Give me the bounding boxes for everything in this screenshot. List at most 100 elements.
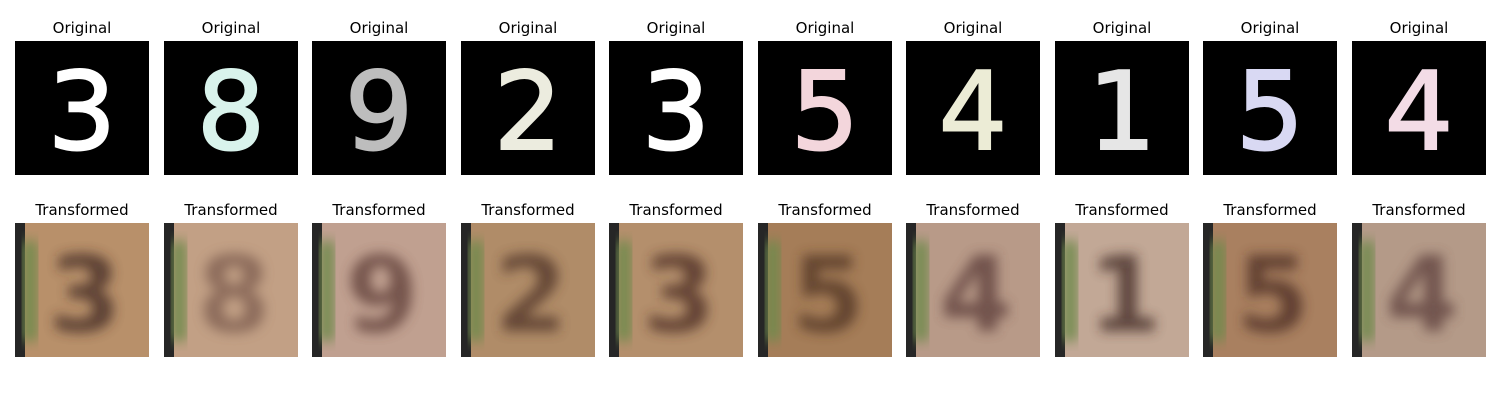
transformed-image-canvas: 8 bbox=[164, 223, 298, 357]
image-background bbox=[15, 223, 149, 357]
blurred-digit-shape: 3 bbox=[49, 234, 121, 356]
transformed-image-canvas: 5 bbox=[758, 223, 892, 357]
image-background bbox=[1055, 41, 1189, 175]
dark-edge-stripe bbox=[758, 223, 768, 357]
transformed-image: 9 bbox=[312, 223, 446, 357]
original-image-canvas: 9 bbox=[312, 41, 446, 175]
blurred-digit-shape: 4 bbox=[940, 234, 1012, 356]
original-image: 8 bbox=[164, 41, 298, 175]
original-row: Original 3 Original 8 Original 9 Original 2 Orig… bbox=[0, 19, 1500, 189]
handwritten-digit-glyph: 5 bbox=[1236, 50, 1305, 175]
image-background bbox=[906, 223, 1040, 357]
image-background bbox=[1203, 223, 1337, 357]
image-background bbox=[164, 223, 298, 357]
green-edge-stripe bbox=[1360, 241, 1374, 341]
transformed-image-canvas: 3 bbox=[15, 223, 149, 357]
blurred-digit-shape: 9 bbox=[346, 234, 418, 356]
transformed-image-canvas: 9 bbox=[312, 223, 446, 357]
original-image-canvas: 3 bbox=[15, 41, 149, 175]
handwritten-digit-glyph: 3 bbox=[48, 50, 117, 175]
image-background bbox=[461, 41, 595, 175]
image-background bbox=[312, 41, 446, 175]
blurred-digit-shape: 1 bbox=[1089, 234, 1161, 356]
handwritten-digit-glyph: 8 bbox=[197, 50, 266, 175]
original-image: 2 bbox=[461, 41, 595, 175]
green-edge-stripe bbox=[469, 241, 483, 341]
original-image-canvas: 5 bbox=[1203, 41, 1337, 175]
transformed-title: Transformed bbox=[35, 201, 129, 219]
dark-edge-stripe bbox=[461, 223, 471, 357]
dark-edge-stripe bbox=[15, 223, 25, 357]
original-title: Original bbox=[646, 19, 706, 37]
transformed-image: 3 bbox=[15, 223, 149, 357]
image-background bbox=[15, 41, 149, 175]
transformed-image: 4 bbox=[906, 223, 1040, 357]
blurred-digit-shape: 4 bbox=[1386, 234, 1458, 356]
transformed-title: Transformed bbox=[184, 201, 278, 219]
image-background bbox=[758, 223, 892, 357]
original-image-canvas: 1 bbox=[1055, 41, 1189, 175]
transformed-image-canvas: 5 bbox=[1203, 223, 1337, 357]
original-title: Original bbox=[498, 19, 558, 37]
dark-edge-stripe bbox=[164, 223, 174, 357]
original-image: 4 bbox=[1352, 41, 1486, 175]
transformed-title: Transformed bbox=[481, 201, 575, 219]
original-image-canvas: 2 bbox=[461, 41, 595, 175]
original-image: 3 bbox=[15, 41, 149, 175]
green-edge-stripe bbox=[172, 241, 186, 341]
transformed-image-canvas: 3 bbox=[609, 223, 743, 357]
original-title: Original bbox=[943, 19, 1003, 37]
image-background bbox=[906, 41, 1040, 175]
green-edge-stripe bbox=[1063, 241, 1077, 341]
handwritten-digit-glyph: 5 bbox=[791, 50, 860, 175]
transformed-image: 8 bbox=[164, 223, 298, 357]
dark-edge-stripe bbox=[1352, 223, 1362, 357]
green-edge-stripe bbox=[1211, 241, 1225, 341]
image-background bbox=[164, 41, 298, 175]
transformed-image: 4 bbox=[1352, 223, 1486, 357]
dark-edge-stripe bbox=[312, 223, 322, 357]
original-image: 5 bbox=[758, 41, 892, 175]
transformed-image: 3 bbox=[609, 223, 743, 357]
original-title: Original bbox=[1240, 19, 1300, 37]
original-title: Original bbox=[52, 19, 112, 37]
blurred-digit-shape: 8 bbox=[198, 234, 270, 356]
original-image-canvas: 5 bbox=[758, 41, 892, 175]
transformed-image: 5 bbox=[758, 223, 892, 357]
green-edge-stripe bbox=[766, 241, 780, 341]
original-image-canvas: 4 bbox=[906, 41, 1040, 175]
transformed-image-canvas: 2 bbox=[461, 223, 595, 357]
handwritten-digit-glyph: 4 bbox=[939, 50, 1008, 175]
image-background bbox=[1352, 41, 1486, 175]
image-background bbox=[1352, 223, 1486, 357]
transformed-title: Transformed bbox=[926, 201, 1020, 219]
transformed-image-canvas: 4 bbox=[1352, 223, 1486, 357]
original-title: Original bbox=[1092, 19, 1152, 37]
image-background bbox=[609, 223, 743, 357]
image-background bbox=[609, 41, 743, 175]
handwritten-digit-glyph: 4 bbox=[1385, 50, 1454, 175]
dark-edge-stripe bbox=[1203, 223, 1213, 357]
image-background bbox=[1055, 223, 1189, 357]
transformed-title: Transformed bbox=[778, 201, 872, 219]
dark-edge-stripe bbox=[906, 223, 916, 357]
original-title: Original bbox=[349, 19, 409, 37]
image-background bbox=[461, 223, 595, 357]
green-edge-stripe bbox=[23, 241, 37, 341]
blurred-digit-shape: 5 bbox=[792, 234, 864, 356]
original-image-canvas: 3 bbox=[609, 41, 743, 175]
original-image: 5 bbox=[1203, 41, 1337, 175]
original-image-canvas: 8 bbox=[164, 41, 298, 175]
original-image: 4 bbox=[906, 41, 1040, 175]
original-title: Original bbox=[795, 19, 855, 37]
transformed-title: Transformed bbox=[629, 201, 723, 219]
handwritten-digit-glyph: 1 bbox=[1088, 50, 1157, 175]
green-edge-stripe bbox=[617, 241, 631, 341]
transformed-image: 5 bbox=[1203, 223, 1337, 357]
transformed-title: Transformed bbox=[1372, 201, 1466, 219]
transformed-image-canvas: 1 bbox=[1055, 223, 1189, 357]
handwritten-digit-glyph: 3 bbox=[642, 50, 711, 175]
blurred-digit-shape: 5 bbox=[1237, 234, 1309, 356]
transformed-image: 2 bbox=[461, 223, 595, 357]
blurred-digit-shape: 2 bbox=[495, 234, 567, 356]
